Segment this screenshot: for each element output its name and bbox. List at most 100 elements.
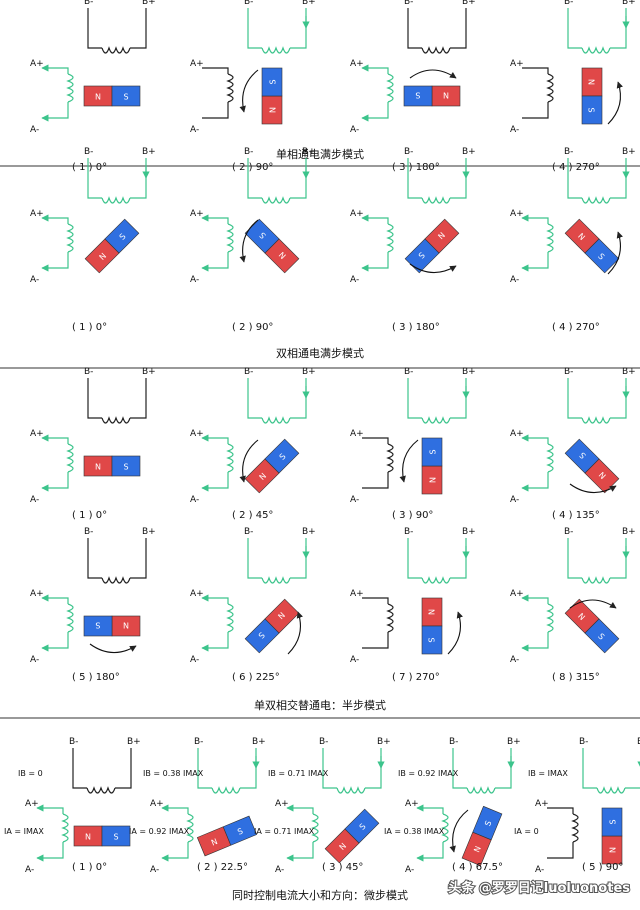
label-b-plus: B+	[377, 737, 391, 747]
coil-a-top-wire	[42, 438, 68, 444]
coil-b-left-wire	[248, 378, 262, 418]
label-a-plus: A+	[190, 589, 204, 599]
current-ib-label: IB = 0	[18, 769, 43, 778]
coil-a-top-wire	[522, 218, 548, 224]
step-label: ( 1 ) 0°	[72, 510, 107, 521]
label-a-minus: A-	[30, 275, 39, 285]
label-b-plus: B+	[622, 147, 636, 157]
label-a-minus: A-	[510, 125, 519, 135]
step-diagram: A+A-B-B+NS( 5 ) 90°IB = IMAXIA = 0	[514, 737, 640, 875]
step-label: ( 2 ) 90°	[232, 162, 273, 173]
section-4: A+A-B- B+N S( 1 ) 0°IB = 0IA = IMAXA+A-B- B…	[4, 737, 640, 902]
step-diagram: A+A-B- B+NS( 3 ) 180°	[350, 147, 476, 333]
magnet-s-label: S	[95, 621, 100, 630]
label-a-plus: A+	[30, 429, 44, 439]
coil-b-right-wire	[625, 748, 640, 788]
rotor-magnet: NS	[85, 219, 139, 273]
rotation-arrow	[448, 612, 460, 654]
label-b-minus: B-	[564, 0, 573, 7]
rotor-magnet: NS	[582, 68, 602, 124]
step-label: ( 4 ) 270°	[552, 162, 600, 173]
coil-a-bottom-wire	[162, 842, 188, 858]
label-a-plus: A+	[150, 799, 164, 809]
step-diagram: A+ A- B- B+ NS ( 2 ) 90°	[190, 147, 316, 333]
coil-b-right-wire	[450, 378, 466, 418]
rotation-arrow	[608, 82, 620, 124]
coil-a-winding	[388, 604, 393, 632]
coil-b-right-wire	[130, 538, 146, 578]
label-a-plus: A+	[350, 429, 364, 439]
coil-b-right-wire	[130, 378, 146, 418]
label-b-plus: B+	[142, 367, 156, 377]
coil-a-bottom-wire	[42, 632, 68, 648]
current-ib-label: IB = 0.38 IMAX	[143, 769, 204, 778]
step-label: ( 3 ) 90°	[392, 510, 433, 521]
coil-b-left-wire	[453, 748, 467, 788]
coil-a-winding	[228, 444, 233, 472]
label-a-minus: A-	[350, 655, 359, 665]
coil-b-winding	[262, 48, 290, 53]
coil-b-left-wire	[248, 538, 262, 578]
rotor-magnet: NS	[84, 86, 140, 106]
section-1: A+A-B- B+N S( 1 ) 0°A+A-B- B+NS( 2 ) 90°A+A…	[0, 0, 640, 173]
magnet-n-label: N	[609, 847, 618, 853]
coil-b-right-wire	[450, 8, 466, 48]
magnet-s-label: S	[415, 91, 420, 100]
coil-a-top-wire	[202, 68, 228, 74]
coil-b-right-wire	[130, 158, 146, 198]
coil-b-winding	[597, 788, 625, 793]
label-b-plus: B+	[622, 0, 636, 7]
coil-b-left-wire	[568, 378, 582, 418]
label-b-plus: B+	[252, 737, 266, 747]
rotation-arrow	[453, 810, 468, 852]
coil-b-winding	[422, 48, 450, 53]
label-a-minus: A-	[405, 865, 414, 875]
coil-b-right-wire	[610, 538, 626, 578]
magnet-n-label: N	[587, 79, 596, 85]
coil-a-top-wire	[522, 598, 548, 604]
coil-b-winding	[102, 48, 130, 53]
coil-a-winding	[68, 604, 73, 632]
coil-a-top-wire	[42, 598, 68, 604]
section-title: 双相通电满步模式	[276, 347, 364, 360]
label-a-plus: A+	[510, 589, 524, 599]
coil-b-winding	[102, 418, 130, 423]
step-diagram: A+A-B- B+NS( 5 ) 180°	[30, 527, 156, 683]
coil-a-bottom-wire	[202, 472, 228, 488]
rotor-magnet: NS	[602, 808, 622, 864]
label-b-minus: B-	[564, 367, 573, 377]
coil-a-winding	[388, 224, 393, 252]
step-label: ( 4 ) 135°	[552, 510, 600, 521]
coil-b-winding	[102, 198, 130, 203]
label-b-minus: B-	[404, 527, 413, 537]
coil-a-bottom-wire	[522, 632, 548, 648]
step-label: ( 4 ) 270°	[552, 322, 600, 333]
rotation-arrow	[90, 644, 136, 653]
label-b-minus: B-	[579, 737, 588, 747]
rotation-arrow	[403, 440, 418, 482]
label-b-plus: B+	[302, 0, 316, 7]
rotor-magnet: NS	[405, 219, 459, 273]
label-b-plus: B+	[142, 527, 156, 537]
label-b-minus: B-	[244, 0, 253, 7]
label-b-plus: B+	[462, 367, 476, 377]
coil-b-left-wire	[568, 538, 582, 578]
coil-a-top-wire	[362, 68, 388, 74]
magnet-n-label: N	[85, 833, 91, 842]
label-b-minus: B-	[564, 147, 573, 157]
label-b-plus: B+	[462, 0, 476, 7]
coil-a-top-wire	[42, 68, 68, 74]
coil-b-right-wire	[130, 8, 146, 48]
coil-a-top-wire	[202, 438, 228, 444]
label-a-plus: A+	[535, 799, 549, 809]
step-diagram: A+A-B- B+NS( 7 ) 270°	[350, 527, 476, 683]
section-title: 单相通电满步模式	[276, 148, 364, 161]
coil-b-winding	[102, 578, 130, 583]
label-b-minus: B-	[244, 527, 253, 537]
label-b-minus: B-	[564, 527, 573, 537]
label-b-minus: B-	[69, 737, 78, 747]
label-b-minus: B-	[84, 527, 93, 537]
coil-a-bottom-wire	[522, 102, 548, 118]
label-a-minus: A-	[30, 125, 39, 135]
